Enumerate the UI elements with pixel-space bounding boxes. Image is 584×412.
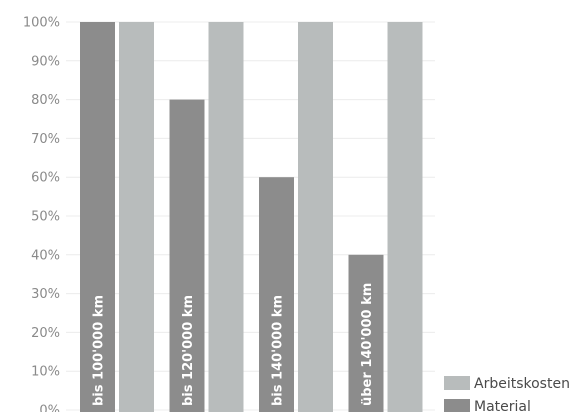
category-label: bis 120'000 km	[181, 295, 196, 406]
bar-material-3	[259, 177, 294, 412]
y-tick-label: 50%	[31, 210, 60, 225]
legend-swatch-arbeitskosten	[444, 376, 470, 390]
bar-material-4	[348, 254, 384, 412]
category-label: bis 100'000 km	[92, 295, 107, 406]
legend-label-arbeitskosten: Arbeitskosten	[474, 376, 570, 392]
y-tick-label: 70%	[31, 132, 60, 147]
legend-swatch-material	[444, 399, 470, 412]
y-tick-label: 20%	[31, 326, 60, 341]
bars	[80, 22, 423, 412]
legend-label-material: Material	[474, 399, 531, 412]
bar-category-labels: bis 100'000 km bis 120'000 km bis 140'000 …	[92, 283, 376, 406]
bar-arbeitskosten-2	[208, 22, 244, 412]
bar-arbeitskosten-3	[298, 22, 333, 412]
y-tick-label: 60%	[31, 171, 60, 186]
category-label: bis 140'000 km	[271, 295, 286, 406]
y-tick-label: 40%	[31, 248, 60, 263]
y-tick-label: 100%	[23, 16, 60, 31]
legend: Arbeitskosten Material	[444, 376, 570, 412]
bar-material-1	[80, 22, 115, 412]
bar-arbeitskosten-1	[119, 22, 154, 412]
y-tick-label: 10%	[31, 365, 60, 380]
y-tick-label: 80%	[31, 93, 60, 108]
y-axis-tick-labels: 0% 10% 20% 30% 40% 50% 60% 70% 80% 90% 100%	[23, 16, 60, 412]
bar-arbeitskosten-4	[387, 22, 423, 412]
bar-material-2	[169, 99, 205, 412]
y-tick-label: 30%	[31, 287, 60, 302]
y-tick-label: 90%	[31, 54, 60, 69]
category-label: über 140'000 km	[360, 283, 375, 406]
y-tick-label: 0%	[39, 404, 60, 412]
